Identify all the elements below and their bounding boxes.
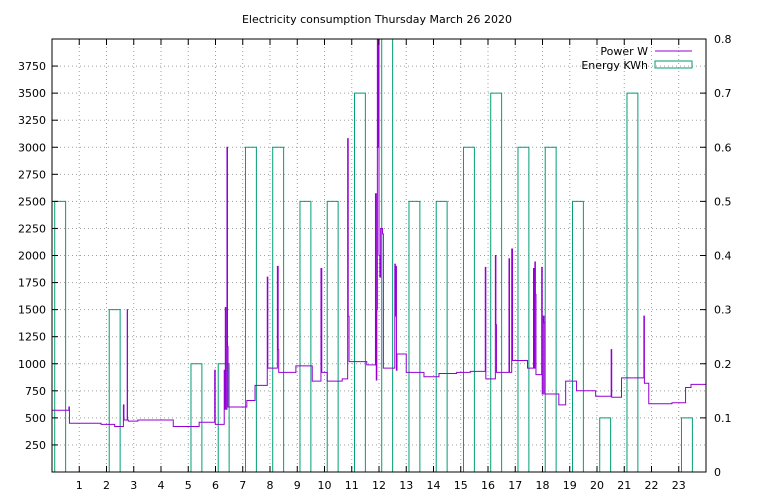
power-line-layer <box>52 38 706 428</box>
y2-tick-label: 0.5 <box>714 195 732 208</box>
x-tick-label: 11 <box>345 479 359 492</box>
x-tick-label: 4 <box>158 479 165 492</box>
x-tick-label: 21 <box>617 479 631 492</box>
energy-bar <box>108 309 121 473</box>
energy-bar <box>299 200 312 473</box>
y2-tick-label: 0.6 <box>714 141 732 154</box>
legend: Power W Energy KWh <box>581 45 693 72</box>
y-tick-label: 2750 <box>18 168 46 181</box>
axes: 1 2 3 4 5 6 7 8 9 10 11 12 13 14 15 16 17 18 19 20 21 22 23250… <box>18 33 732 492</box>
x-tick-label: 17 <box>508 479 522 492</box>
energy-bar <box>544 146 557 473</box>
x-tick-label: 10 <box>318 479 332 492</box>
energy-bar <box>680 417 693 473</box>
energy-bar <box>217 363 230 473</box>
x-tick-label: 6 <box>212 479 219 492</box>
y-tick-label: 3250 <box>18 114 46 127</box>
plot-frame <box>51 38 707 473</box>
x-tick-label: 20 <box>590 479 604 492</box>
x-tick-label: 14 <box>427 479 441 492</box>
y-tick-label: 500 <box>25 412 46 425</box>
chart-title: Electricity consumption Thursday March 2… <box>242 13 512 26</box>
legend-swatch-energy <box>654 60 693 69</box>
y-tick-label: 1750 <box>18 277 46 290</box>
y-tick-label: 3750 <box>18 60 46 73</box>
x-tick-label: 3 <box>130 479 137 492</box>
x-tick-label: 19 <box>563 479 577 492</box>
y-tick-label: 750 <box>25 385 46 398</box>
x-tick-label: 2 <box>103 479 110 492</box>
y2-tick-label: 0 <box>714 466 721 479</box>
x-tick-label: 22 <box>645 479 659 492</box>
y-tick-label: 1250 <box>18 331 46 344</box>
energy-bar <box>435 200 448 473</box>
x-tick-label: 13 <box>399 479 413 492</box>
y2-tick-label: 0.3 <box>714 304 732 317</box>
energy-bar <box>408 200 421 473</box>
x-tick-label: 9 <box>294 479 301 492</box>
y-tick-label: 3000 <box>18 141 46 154</box>
x-tick-label: 8 <box>267 479 274 492</box>
x-tick-label: 23 <box>672 479 686 492</box>
energy-bar <box>517 146 530 473</box>
y-tick-label: 3500 <box>18 87 46 100</box>
y-tick-label: 2000 <box>18 250 46 263</box>
y2-tick-label: 0.4 <box>714 250 732 263</box>
energy-bar <box>244 146 257 473</box>
y2-tick-label: 0.8 <box>714 33 732 46</box>
x-tick-label: 7 <box>239 479 246 492</box>
y2-tick-label: 0.2 <box>714 358 732 371</box>
x-tick-label: 15 <box>454 479 468 492</box>
legend-label-power: Power W <box>600 45 648 58</box>
x-tick-label: 12 <box>372 479 386 492</box>
x-tick-label: 5 <box>185 479 192 492</box>
y-tick-label: 1500 <box>18 304 46 317</box>
y-tick-label: 2250 <box>18 222 46 235</box>
x-tick-label: 1 <box>76 479 83 492</box>
legend-label-energy: Energy KWh <box>581 59 648 72</box>
x-tick-label: 18 <box>536 479 550 492</box>
y2-tick-label: 0.7 <box>714 87 732 100</box>
power-line <box>52 38 706 428</box>
y-tick-label: 250 <box>25 439 46 452</box>
y2-tick-label: 0.1 <box>714 412 732 425</box>
y-tick-label: 1000 <box>18 358 46 371</box>
y-tick-label: 2500 <box>18 195 46 208</box>
energy-bar <box>571 200 584 473</box>
x-tick-label: 16 <box>481 479 495 492</box>
